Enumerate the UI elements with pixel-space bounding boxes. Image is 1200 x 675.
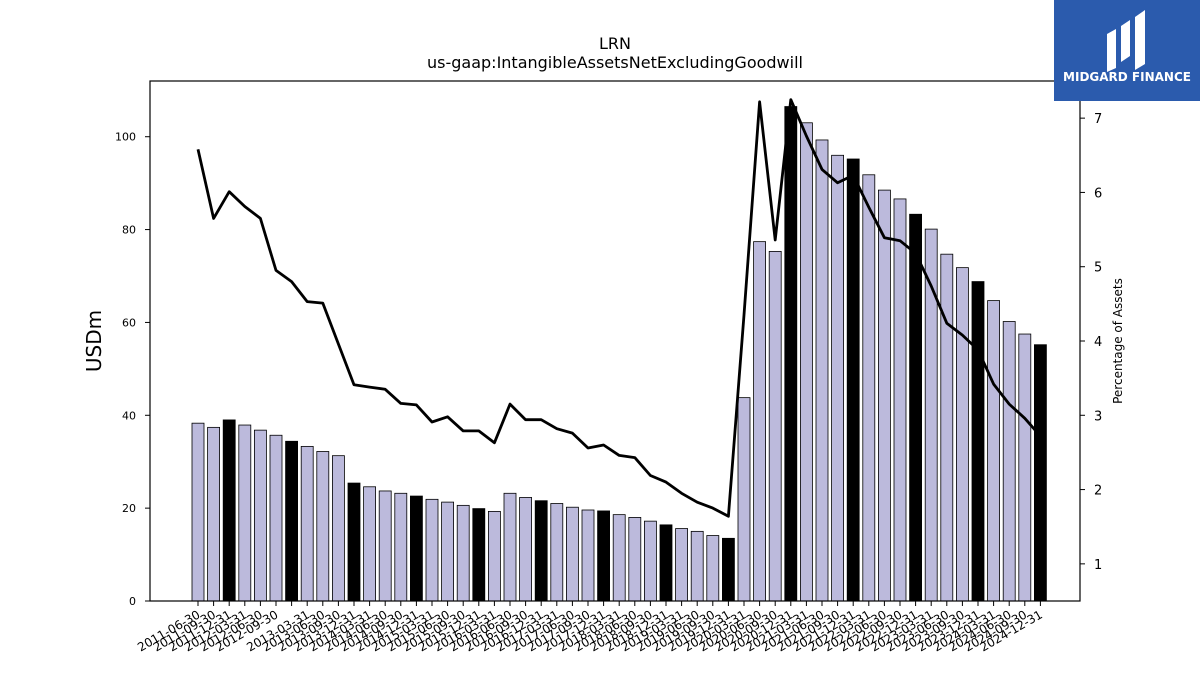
bar [378, 490, 392, 602]
brand-logo: MIDGARD FINANCE [1054, 0, 1200, 101]
bar [675, 528, 688, 602]
y-tick-label: 80 [122, 224, 136, 237]
y2-tick-label: 2 [1094, 484, 1102, 499]
bar [503, 492, 517, 602]
y2-tick-label: 5 [1094, 261, 1102, 276]
brand-logo-graphic: MIDGARD FINANCE [1054, 0, 1200, 101]
bar [800, 122, 813, 602]
bar [300, 445, 314, 602]
bar [253, 429, 267, 602]
bar [566, 506, 579, 602]
bar [441, 501, 455, 602]
y2-tick-label: 6 [1094, 186, 1102, 201]
bar [363, 486, 377, 602]
bar [222, 419, 236, 602]
y-axis-label: USDm [82, 310, 106, 372]
y-tick-label: 20 [122, 502, 136, 515]
bar [487, 510, 501, 602]
y-axis-right: 1 2 3 4 5 6 7 [1080, 112, 1102, 573]
bar [612, 514, 626, 602]
bar [269, 434, 283, 602]
bar [456, 504, 470, 602]
bar [1034, 344, 1047, 602]
bar [987, 300, 1000, 602]
bar [472, 508, 486, 602]
y2-tick-label: 4 [1094, 335, 1102, 350]
bar [331, 455, 345, 602]
bar [815, 139, 829, 602]
bar [846, 158, 860, 602]
bar [581, 509, 595, 602]
bar [191, 422, 205, 602]
line-layer [196, 98, 1042, 518]
bar [706, 535, 720, 602]
chart-subtitle: us-gaap:IntangibleAssetsNetExcludingGood… [427, 53, 803, 72]
y-tick-label: 60 [122, 316, 136, 329]
bar [285, 440, 299, 602]
bar [628, 517, 642, 602]
bar [597, 510, 610, 602]
y2-tick-label: 1 [1094, 558, 1102, 573]
bar [690, 530, 704, 602]
bar [862, 174, 876, 602]
bar [409, 495, 423, 602]
bar [940, 253, 954, 602]
bar [831, 154, 844, 602]
bar [394, 492, 408, 602]
y-tick-label: 0 [129, 595, 136, 608]
bar [519, 497, 532, 602]
bar [347, 482, 361, 602]
bar [722, 537, 735, 602]
y-tick-label: 40 [122, 409, 136, 422]
y2-axis-label: Percentage of Assets [1111, 278, 1125, 404]
bar [784, 106, 798, 602]
bar [550, 503, 564, 602]
bar-layer [191, 106, 1047, 602]
bar [425, 498, 439, 602]
bar [207, 426, 221, 602]
bar [753, 241, 766, 602]
bar [659, 524, 673, 602]
bar [768, 250, 782, 602]
bar [956, 267, 969, 602]
bar [534, 500, 548, 602]
chart-title: LRN [599, 34, 631, 53]
bar [644, 520, 657, 602]
bar [893, 198, 907, 602]
series-line [196, 98, 1042, 518]
bar [971, 281, 985, 602]
bar [1002, 321, 1016, 602]
y-axis-left: 0 20 40 60 80 100 [115, 131, 150, 608]
bar [316, 451, 330, 602]
brand-name: MIDGARD FINANCE [1063, 70, 1191, 84]
midgard-logo-icon [1107, 10, 1145, 72]
bar [737, 397, 751, 602]
y-tick-label: 100 [115, 131, 136, 144]
bar [909, 213, 922, 602]
y2-tick-label: 7 [1094, 112, 1102, 127]
bar [238, 424, 252, 602]
x-axis: 2011-06-302011-09-302011-12-312012-03-31… [135, 601, 1045, 654]
y2-tick-label: 3 [1094, 409, 1102, 424]
bar [878, 189, 891, 602]
bar [1018, 333, 1032, 602]
